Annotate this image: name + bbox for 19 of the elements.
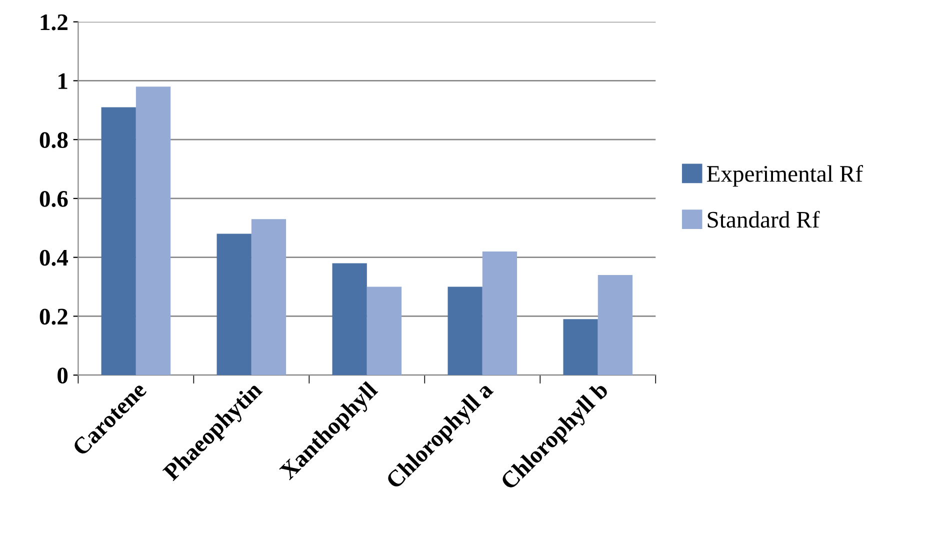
legend-label: Experimental Rf [706,165,863,187]
legend-label: Standard Rf [708,210,820,228]
bar [101,107,136,376]
bar [366,286,402,376]
y-tick-label: 1.2 [40,14,68,30]
y-tick-label: 0.4 [40,250,68,266]
y-tick-label: 0.6 [40,190,68,207]
y-tick-label: 0 [58,368,68,384]
y-tick-label: 0.8 [40,132,68,148]
bar [563,319,598,376]
y-tick-label: 0.2 [40,308,68,325]
bar [482,251,518,376]
bar [251,219,286,376]
bar [598,275,633,376]
bar [216,234,252,376]
bar [136,86,171,376]
bar [448,286,482,376]
y-tick-label: 1 [58,73,68,89]
bar [332,263,367,376]
